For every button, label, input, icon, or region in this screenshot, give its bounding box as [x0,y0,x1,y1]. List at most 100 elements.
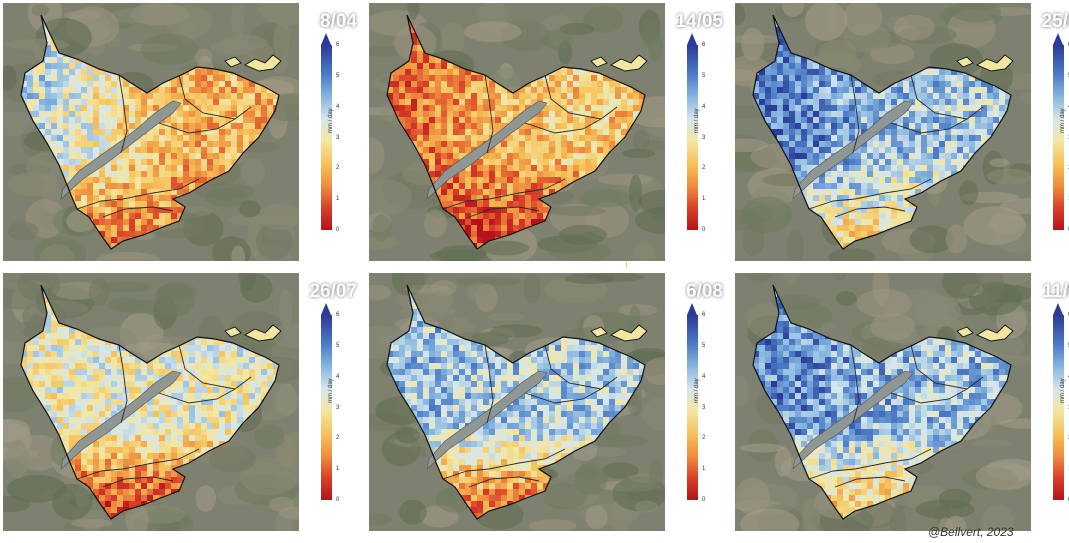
et-cell [489,111,495,117]
et-cell [621,129,627,135]
et-cell [87,129,93,135]
colorbar-legend: 6 5 4 3 2 1 0 mm / day [679,33,729,238]
et-cell [459,135,465,141]
et-cell [507,153,513,159]
et-cell [219,129,225,135]
et-cell [531,171,537,177]
et-cell [171,141,177,147]
terrain-patch [7,221,39,241]
et-cell [513,105,519,111]
et-cell [117,201,123,207]
et-cell [423,153,429,159]
et-cell [159,159,165,165]
et-cell [63,69,69,75]
et-cell [237,105,243,111]
et-cell [45,123,51,129]
et-cell [105,129,111,135]
et-cell [225,135,231,141]
et-cell [543,99,549,105]
et-cell [435,99,441,105]
et-cell [225,147,231,153]
et-cell [57,75,63,81]
et-cell [519,189,525,195]
date-label: 8/04 [320,11,357,32]
et-cell [81,69,87,75]
et-cell [549,81,555,87]
et-cell [147,159,153,165]
et-cell [45,111,51,117]
et-cell [195,147,201,153]
et-cell [555,75,561,81]
et-cell [411,87,417,93]
et-cell [87,117,93,123]
et-cell [609,111,615,117]
et-cell [111,99,117,105]
et-cell [513,141,519,147]
et-cell [159,183,165,189]
et-cell [519,195,525,201]
et-cell [177,93,183,99]
et-cell [399,99,405,105]
et-cell [573,141,579,147]
et-cell [483,135,489,141]
et-cell [543,213,549,219]
et-cell [261,105,267,111]
et-cell [165,189,171,195]
et-cell [417,57,423,63]
et-cell [555,87,561,93]
et-cell [441,117,447,123]
terrain-patch [372,214,392,241]
et-cell [567,129,573,135]
et-cell [63,177,69,183]
et-cell [483,117,489,123]
et-cell [189,159,195,165]
et-cell [573,105,579,111]
et-cell [531,177,537,183]
et-cell [489,81,495,87]
et-cell [207,117,213,123]
colorbar-tick-label: 2 [702,165,706,172]
et-cell [141,207,147,213]
et-cell [501,195,507,201]
et-cell [231,159,237,165]
et-cell [249,99,255,105]
et-cell [195,75,201,81]
et-cell [465,231,471,237]
et-cell [117,123,123,129]
et-cell [135,213,141,219]
et-cell [405,129,411,135]
colorbar-tick-label: 6 [336,42,340,48]
et-cell [129,207,135,213]
et-cell [627,117,633,123]
et-cell [69,135,75,141]
et-cell [585,75,591,81]
et-cell [573,135,579,141]
et-cell [159,201,165,207]
et-cell [549,111,555,117]
et-cell [435,117,441,123]
et-cell [465,219,471,225]
et-cell [147,99,153,105]
et-cell [93,69,99,75]
et-cell [459,123,465,129]
et-cell [423,57,429,63]
et-cell [171,147,177,153]
et-cell [555,141,561,147]
et-cell [543,111,549,117]
et-cell [621,87,627,93]
et-cell [501,99,507,105]
et-cell [195,171,201,177]
et-cell [423,87,429,93]
et-cell [567,171,573,177]
et-cell [477,123,483,129]
et-cell [105,111,111,117]
et-cell [459,81,465,87]
et-cell [447,105,453,111]
et-cell [183,123,189,129]
et-cell [213,69,219,75]
et-cell [525,213,531,219]
et-cell [459,195,465,201]
et-cell [117,99,123,105]
et-cell [135,99,141,105]
et-cell [471,237,477,243]
